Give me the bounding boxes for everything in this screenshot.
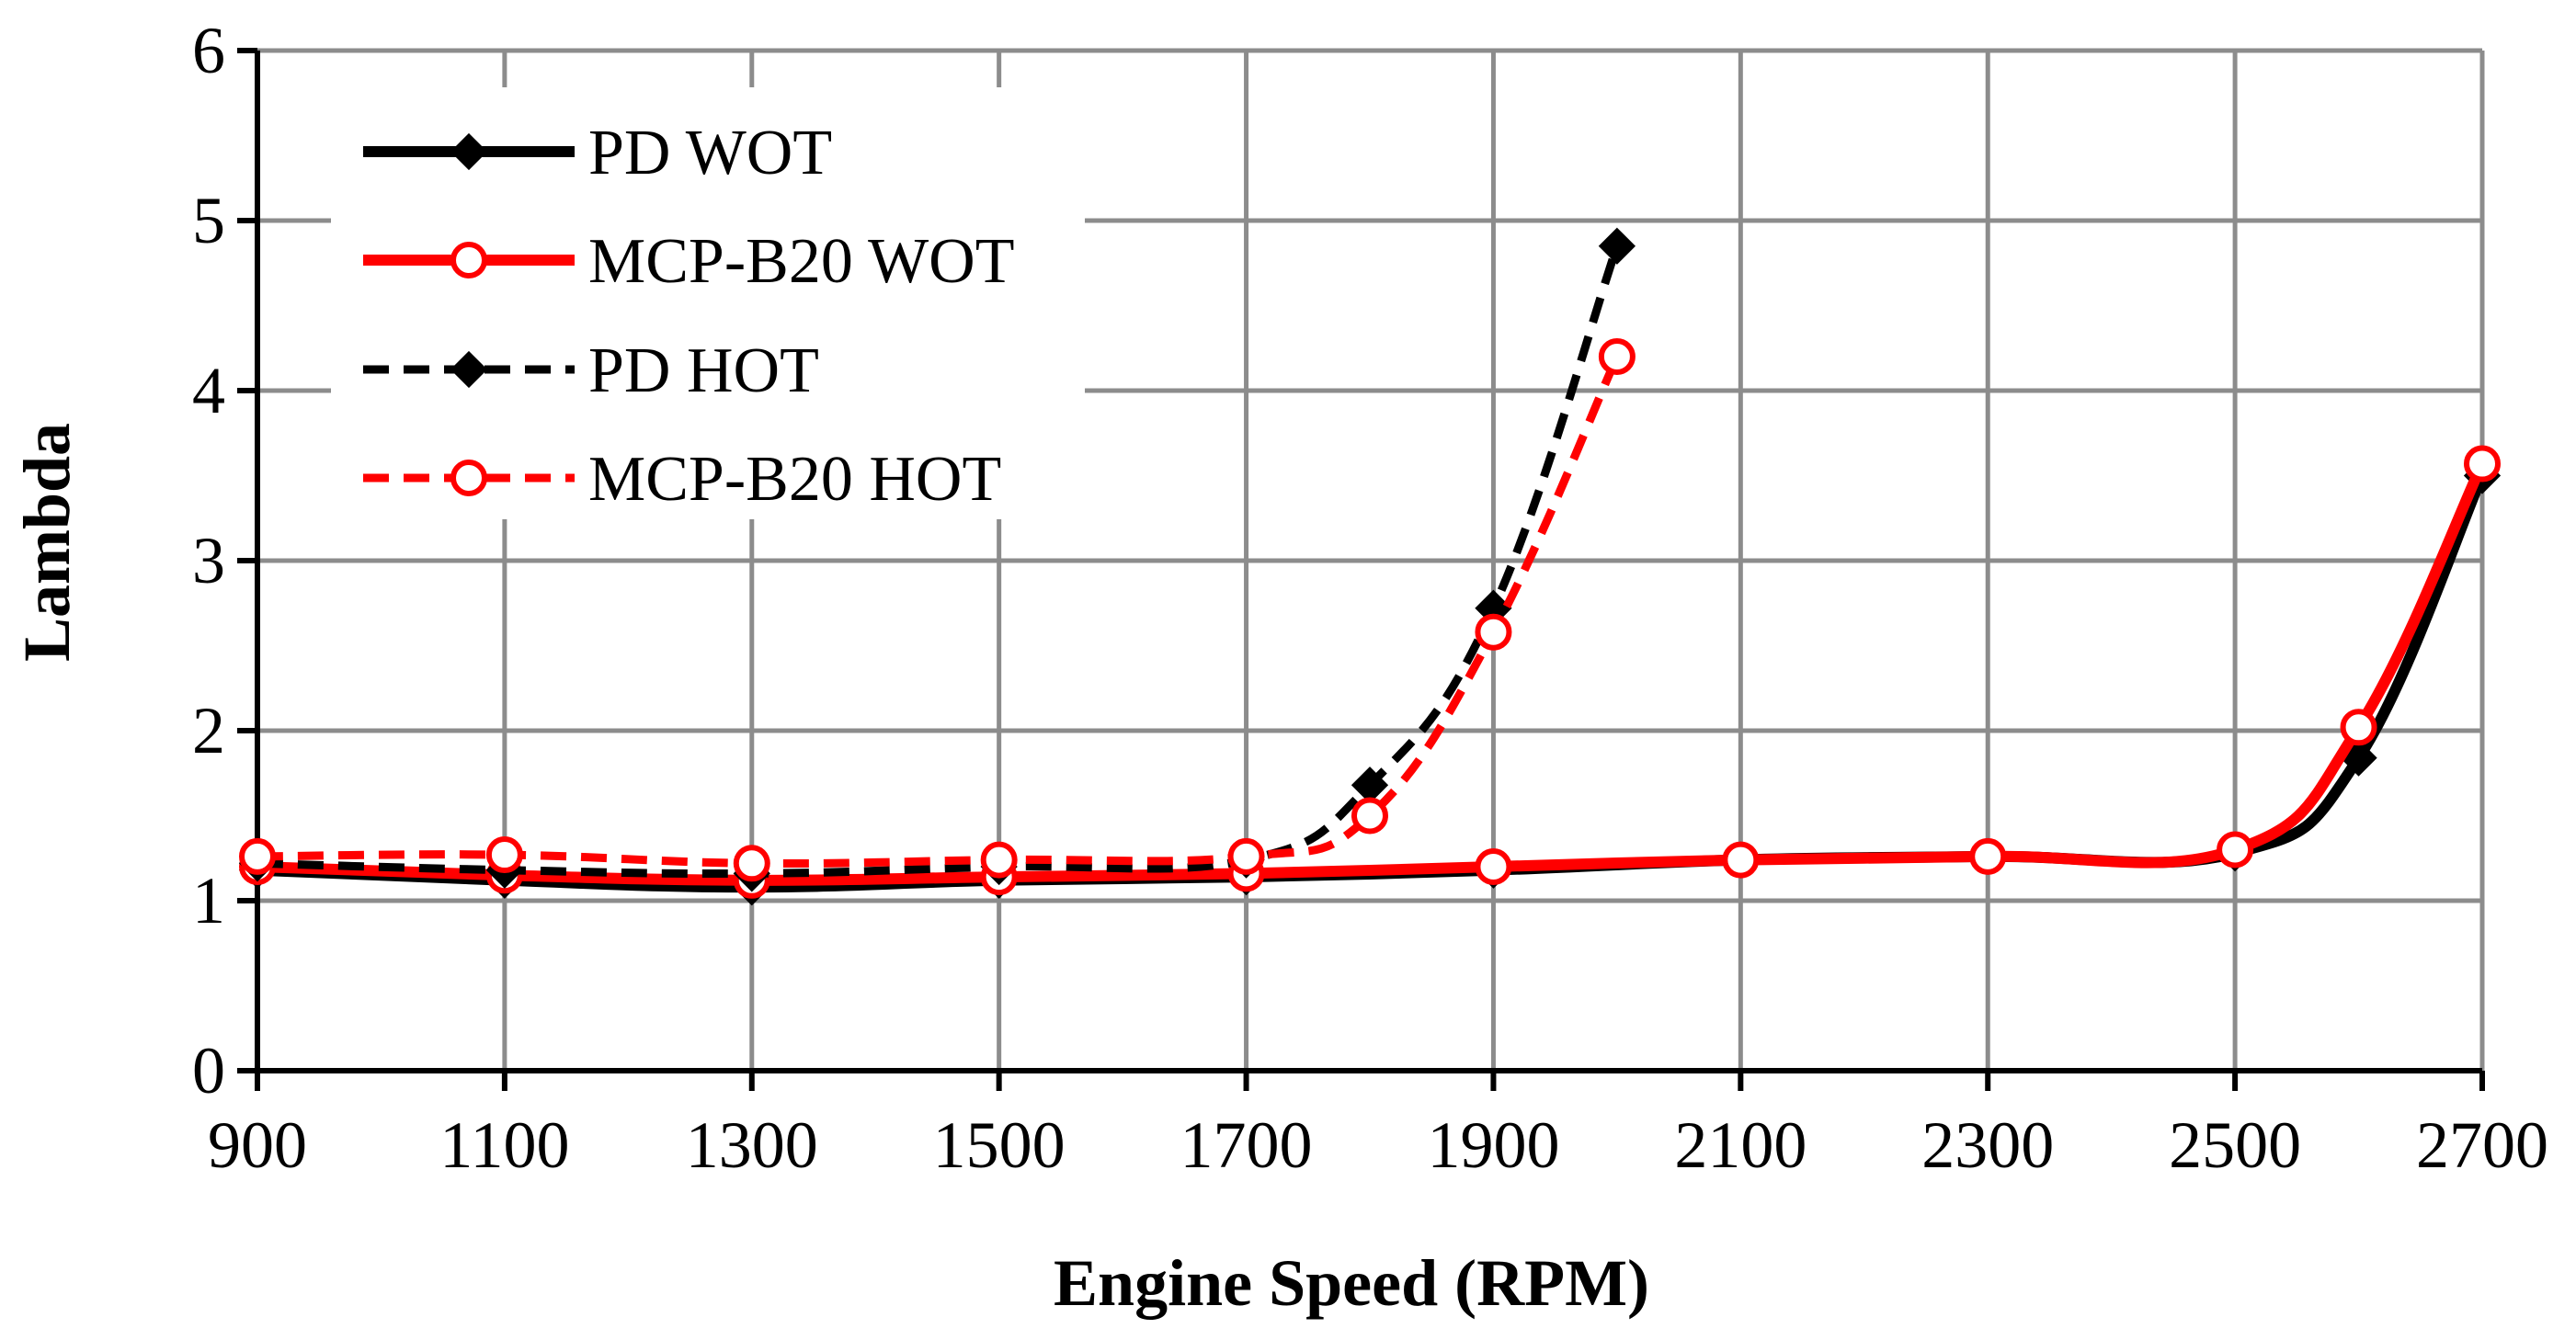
x-tick-labels: 900 1100 1300 1500 1700 1900 2100 2300 2500 2700 [208,1108,2548,1182]
series-3-point-5 [1351,797,1388,835]
legend-background [331,87,1085,519]
legend-label-2: PD HOT [588,335,819,406]
series-3-point-0 [239,837,276,875]
x-tick-label-2: 1300 [686,1108,818,1182]
x-tick-label-9: 2700 [2416,1108,2548,1182]
legend-marker-3 [450,460,487,496]
legend-label-1: MCP-B20 WOT [588,226,1014,297]
series-3-point-7 [1598,338,1636,375]
x-tick-label-1: 1100 [439,1108,569,1182]
x-tick-label-3: 1500 [933,1108,1066,1182]
legend-marker-2 [450,350,488,389]
axes [237,48,2485,1091]
series-1-point-8 [2217,831,2254,869]
y-tick-label-3: 3 [192,524,225,597]
x-tick-label-8: 2500 [2169,1108,2301,1182]
y-tick-label-1: 1 [192,864,225,937]
y-tick-label-2: 2 [192,694,225,767]
series-1-point-5 [1475,848,1512,885]
series-1-point-7 [1969,837,2007,875]
series-3-point-1 [485,836,523,874]
series-1-point-6 [1722,841,1760,879]
x-tick-label-0: 900 [208,1108,307,1182]
series-3-point-6 [1475,613,1512,651]
series-3-point-2 [733,845,770,882]
legend-label-3: MCP-B20 HOT [588,444,1001,515]
y-axis-title: Lambda [10,423,84,662]
legend-marker-0 [450,132,488,171]
series-3-point-3 [980,841,1018,879]
x-tick-label-5: 1900 [1427,1108,1559,1182]
legend-label-0: PD WOT [588,118,832,188]
x-tick-label-6: 2100 [1674,1108,1807,1182]
series-3-point-4 [1227,837,1265,875]
y-tick-label-6: 6 [192,14,225,87]
data-series [238,227,2502,906]
y-tick-labels: 0 1 2 3 4 5 6 [192,14,225,1107]
x-tick-label-7: 2300 [1921,1108,2054,1182]
y-tick-label-4: 4 [192,354,225,427]
series-1-point-10 [2464,445,2501,483]
series-3 [239,338,1636,882]
series-2-point-7 [1598,227,1636,265]
series-1-point-9 [2340,709,2377,746]
legend: PD WOT MCP-B20 WOT PD HOT MCP-B20 HOT [331,87,1085,519]
legend-marker-1 [450,242,487,278]
y-tick-label-0: 0 [192,1034,225,1107]
x-axis-title: Engine Speed (RPM) [1054,1246,1649,1320]
x-tick-label-4: 1700 [1180,1108,1313,1182]
y-tick-label-5: 5 [192,184,225,257]
